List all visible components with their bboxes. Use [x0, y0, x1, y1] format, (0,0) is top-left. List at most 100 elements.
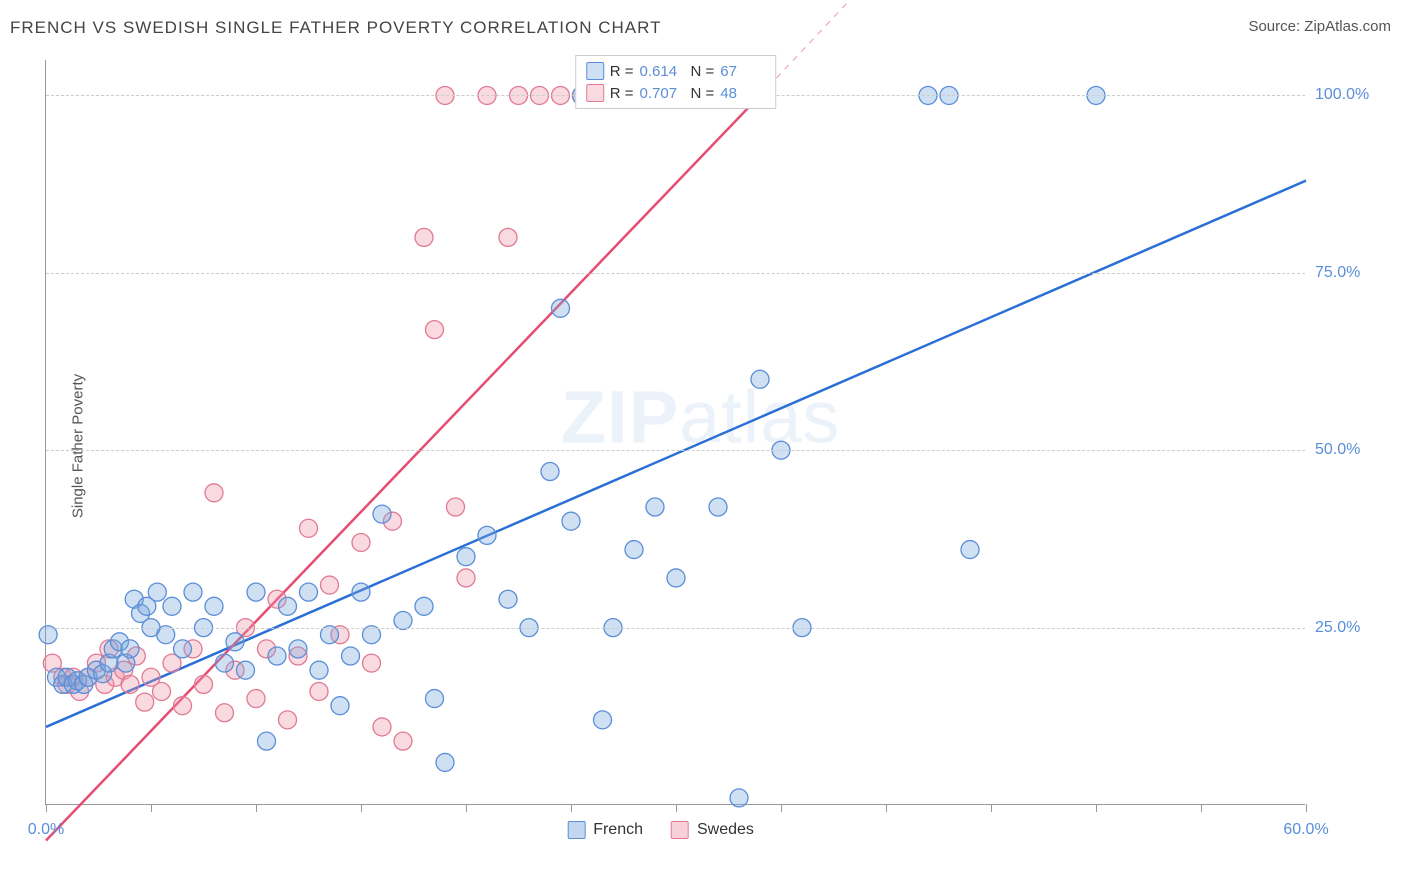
data-point	[216, 654, 234, 672]
data-point	[226, 633, 244, 651]
legend-swatch	[567, 821, 585, 839]
data-point	[352, 533, 370, 551]
data-point	[562, 512, 580, 530]
chart-title: FRENCH VS SWEDISH SINGLE FATHER POVERTY …	[10, 18, 661, 38]
data-point	[300, 583, 318, 601]
data-point	[331, 697, 349, 715]
x-tick-label: 60.0%	[1283, 821, 1328, 839]
data-point	[499, 228, 517, 246]
data-point	[499, 590, 517, 608]
data-point	[121, 675, 139, 693]
legend-n-label: N =	[691, 85, 715, 102]
data-point	[310, 682, 328, 700]
x-tick	[361, 804, 362, 812]
gridline	[46, 450, 1305, 451]
legend-swatch	[586, 84, 604, 102]
data-point	[751, 370, 769, 388]
legend-row: R = 0.707 N = 48	[586, 82, 766, 104]
data-point	[258, 732, 276, 750]
x-tick	[991, 804, 992, 812]
data-point	[457, 569, 475, 587]
data-point	[184, 583, 202, 601]
plot-area: ZIPatlas R =0.614N =67R =0.707N =48 Fren…	[45, 60, 1305, 805]
legend-item: Swedes	[671, 821, 754, 839]
data-point	[415, 228, 433, 246]
gridline	[46, 273, 1305, 274]
data-point	[310, 661, 328, 679]
y-tick-label: 75.0%	[1315, 264, 1395, 282]
legend-r-value: 0.707	[640, 85, 685, 102]
x-tick	[676, 804, 677, 812]
data-point	[373, 505, 391, 523]
data-point	[289, 640, 307, 658]
x-tick	[886, 804, 887, 812]
y-tick-label: 50.0%	[1315, 441, 1395, 459]
data-point	[457, 548, 475, 566]
data-point	[342, 647, 360, 665]
data-point	[709, 498, 727, 516]
legend-series-name: Swedes	[697, 821, 754, 839]
data-point	[394, 732, 412, 750]
correlation-chart: FRENCH VS SWEDISH SINGLE FATHER POVERTY …	[0, 0, 1406, 892]
x-tick	[1306, 804, 1307, 812]
data-point	[352, 583, 370, 601]
data-point	[436, 753, 454, 771]
correlation-legend: R = 0.614 N = 67 R = 0.707 N = 48	[575, 55, 777, 109]
data-point	[148, 583, 166, 601]
x-tick-label: 0.0%	[28, 821, 64, 839]
data-point	[426, 321, 444, 339]
data-point	[667, 569, 685, 587]
x-tick	[571, 804, 572, 812]
legend-r-value: 0.614	[640, 63, 685, 80]
legend-r-label: R =	[610, 85, 634, 102]
data-point	[321, 576, 339, 594]
data-point	[268, 647, 286, 665]
x-tick	[781, 804, 782, 812]
data-point	[552, 299, 570, 317]
data-point	[216, 704, 234, 722]
data-point	[961, 541, 979, 559]
data-point	[279, 597, 297, 615]
data-point	[205, 484, 223, 502]
y-tick-label: 100.0%	[1315, 86, 1395, 104]
data-point	[594, 711, 612, 729]
y-tick-label: 25.0%	[1315, 619, 1395, 637]
data-point	[646, 498, 664, 516]
legend-series-name: French	[593, 821, 643, 839]
legend-swatch	[671, 821, 689, 839]
legend-r-label: R =	[610, 63, 634, 80]
data-point	[426, 690, 444, 708]
data-point	[153, 682, 171, 700]
data-point	[478, 526, 496, 544]
trend-line-dashed	[760, 0, 907, 95]
data-point	[163, 597, 181, 615]
legend-item: French	[567, 821, 643, 839]
data-point	[447, 498, 465, 516]
x-tick	[466, 804, 467, 812]
x-tick	[46, 804, 47, 812]
data-point	[247, 583, 265, 601]
legend-n-value: 48	[720, 85, 765, 102]
trend-line	[46, 95, 760, 840]
legend-swatch	[586, 62, 604, 80]
data-point	[363, 654, 381, 672]
data-point	[279, 711, 297, 729]
data-point	[415, 597, 433, 615]
data-point	[195, 675, 213, 693]
source-attribution: Source: ZipAtlas.com	[1248, 18, 1391, 35]
chart-svg	[46, 60, 1305, 804]
legend-row: R = 0.614 N = 67	[586, 60, 766, 82]
data-point	[373, 718, 391, 736]
x-tick	[151, 804, 152, 812]
data-point	[247, 690, 265, 708]
data-point	[541, 463, 559, 481]
series-legend: French Swedes	[567, 821, 754, 839]
legend-n-value: 67	[720, 63, 765, 80]
data-point	[237, 661, 255, 679]
data-point	[174, 697, 192, 715]
data-point	[205, 597, 223, 615]
x-tick	[256, 804, 257, 812]
x-tick	[1096, 804, 1097, 812]
data-point	[300, 519, 318, 537]
legend-n-label: N =	[691, 63, 715, 80]
